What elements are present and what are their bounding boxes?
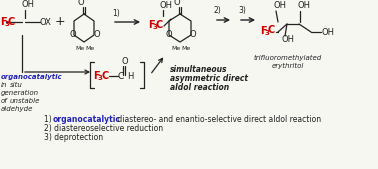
Text: OH: OH	[273, 1, 286, 10]
Text: organocatalytic: organocatalytic	[53, 115, 121, 124]
Text: C: C	[118, 72, 124, 81]
Text: O: O	[93, 30, 100, 39]
Text: 3: 3	[265, 30, 270, 36]
Text: F: F	[93, 71, 100, 81]
Text: 3) deprotection: 3) deprotection	[44, 133, 103, 142]
Text: H: H	[127, 72, 133, 81]
Text: erythritol: erythritol	[272, 63, 304, 69]
Text: 3): 3)	[238, 6, 246, 15]
Text: 3: 3	[5, 21, 10, 27]
Text: aldol reaction: aldol reaction	[170, 83, 229, 92]
Text: F: F	[0, 17, 7, 27]
Text: situ: situ	[10, 82, 23, 88]
Text: 2): 2)	[214, 6, 222, 15]
Text: in: in	[1, 82, 8, 88]
Text: C: C	[101, 71, 108, 81]
Text: OX: OX	[40, 18, 52, 27]
Text: Me: Me	[171, 46, 180, 51]
Text: trifluoromethylated: trifluoromethylated	[254, 55, 322, 61]
Text: diastereo- and enantio-selective direct aldol reaction: diastereo- and enantio-selective direct …	[115, 115, 321, 124]
Text: asymmetric direct: asymmetric direct	[170, 74, 248, 83]
Text: simultaneous: simultaneous	[170, 65, 228, 74]
Text: generation: generation	[1, 90, 39, 96]
Text: 1): 1)	[44, 115, 54, 124]
Text: aldehyde: aldehyde	[1, 106, 33, 112]
Text: OH: OH	[298, 1, 311, 10]
Text: O: O	[78, 0, 84, 7]
Text: 3: 3	[98, 75, 103, 81]
Text: F: F	[148, 20, 155, 30]
Text: OH: OH	[321, 28, 334, 37]
Text: Me: Me	[181, 46, 190, 51]
Text: OH: OH	[22, 0, 35, 9]
Text: OH: OH	[281, 35, 294, 44]
Text: 3: 3	[153, 24, 158, 30]
Text: Me: Me	[75, 46, 84, 51]
Text: C: C	[268, 25, 275, 35]
Text: O: O	[189, 30, 196, 39]
Text: 1): 1)	[112, 9, 120, 18]
Text: O: O	[174, 0, 180, 7]
Text: unstable: unstable	[10, 98, 40, 104]
Text: organocatalytic: organocatalytic	[1, 74, 63, 80]
Text: 2) diastereoselective reduction: 2) diastereoselective reduction	[44, 124, 163, 133]
Text: of: of	[1, 98, 8, 104]
Text: Me: Me	[85, 46, 94, 51]
Text: F: F	[260, 26, 266, 36]
Text: OH: OH	[160, 1, 173, 10]
Text: C: C	[8, 17, 15, 27]
Text: O: O	[121, 57, 128, 66]
Text: C: C	[156, 20, 163, 30]
Text: O: O	[165, 30, 172, 39]
Text: O: O	[70, 30, 77, 39]
Text: +: +	[55, 15, 66, 28]
